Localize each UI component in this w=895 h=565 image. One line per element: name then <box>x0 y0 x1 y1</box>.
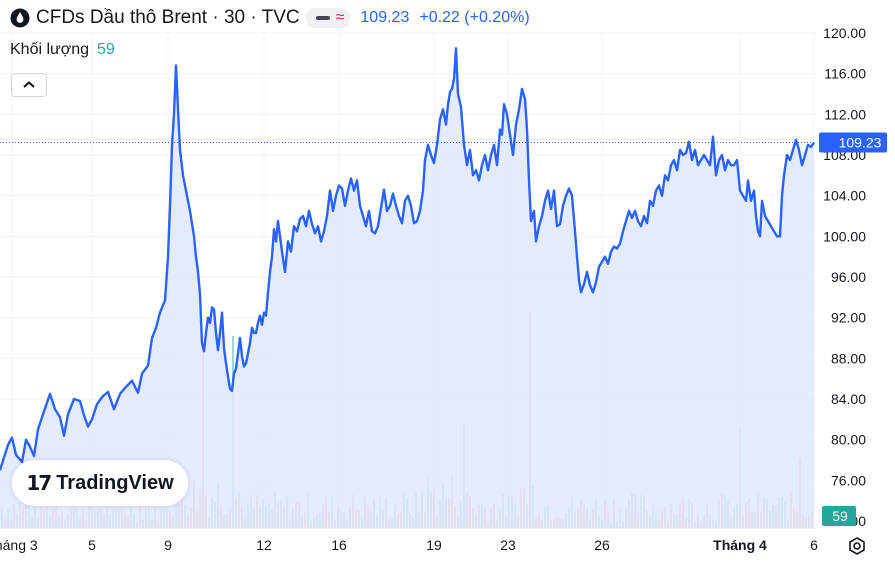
y-tick-label: 76.00 <box>831 472 866 488</box>
tradingview-logo[interactable]: 17 TradingView <box>12 460 188 506</box>
settings-button[interactable] <box>846 535 868 557</box>
y-tick-label: 116.00 <box>824 66 866 82</box>
price-line <box>0 47 815 471</box>
y-tick-label: 100.00 <box>823 228 866 244</box>
y-tick-label: 96.00 <box>831 269 866 285</box>
y-axis: 120.00116.00112.00108.00104.00100.0096.0… <box>823 25 866 529</box>
y-tick-label: 80.00 <box>831 432 866 448</box>
x-tick-label: Tháng 3 <box>0 537 38 553</box>
volume-label: Khối lượng <box>10 41 90 58</box>
y-tick-label: 112.00 <box>824 106 866 122</box>
collapse-button[interactable] <box>11 73 47 97</box>
x-tick-label: Tháng 4 <box>713 537 767 553</box>
y-tick-label: 84.00 <box>831 391 866 407</box>
x-tick-label: 9 <box>164 537 172 553</box>
volume-tag-label: 59 <box>832 508 848 524</box>
chart-header: CFDs Dầu thô Brent · 30 · TVC ≈ 109.23 +… <box>10 6 530 30</box>
wave-icon: ≈ <box>335 9 345 26</box>
last-price-label: 109.23 <box>839 134 882 150</box>
x-tick-label: 16 <box>331 537 347 553</box>
symbol-title[interactable]: CFDs Dầu thô Brent · 30 · TVC <box>36 7 300 28</box>
x-tick-label: 26 <box>594 537 610 553</box>
tradingview-mark-icon: 17 <box>26 471 52 495</box>
x-tick-label: 23 <box>500 537 516 553</box>
x-tick-label: 6 <box>810 537 818 553</box>
market-status-pill[interactable]: ≈ <box>305 8 351 28</box>
last-price-tag: 109.23 <box>819 132 887 153</box>
current-price: 109.23 <box>360 9 410 26</box>
gear-icon <box>849 537 865 555</box>
x-axis: Tháng 3 5 9 12 16 19 23 26 Tháng 4 6 <box>0 527 818 553</box>
y-tick-label: 88.00 <box>831 350 866 366</box>
y-tick-label: 104.00 <box>823 188 866 204</box>
volume-indicator[interactable]: Khối lượng 59 <box>10 41 115 59</box>
drop-icon <box>10 8 30 28</box>
y-tick-label: 92.00 <box>831 310 866 326</box>
x-tick-label: 5 <box>88 537 96 553</box>
x-tick-label: 12 <box>256 537 272 553</box>
chevron-up-icon <box>23 81 35 88</box>
volume-tag: 59 <box>822 506 856 526</box>
dash-icon <box>315 16 330 20</box>
volume-value: 59 <box>97 41 115 58</box>
x-tick-label: 19 <box>426 537 442 553</box>
tradingview-logo-text: TradingView <box>56 471 174 494</box>
y-tick-label: 120.00 <box>823 25 866 41</box>
price-change: +0.22 (+0.20%) <box>419 9 530 26</box>
price-area <box>0 48 814 529</box>
